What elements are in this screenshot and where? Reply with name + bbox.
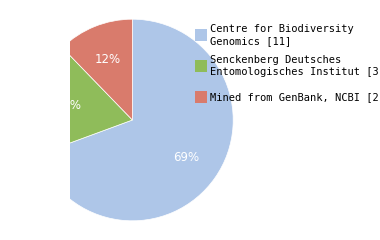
Text: Centre for Biodiversity
Genomics [11]: Centre for Biodiversity Genomics [11] (211, 24, 354, 46)
Text: Mined from GenBank, NCBI [2]: Mined from GenBank, NCBI [2] (211, 92, 380, 102)
FancyBboxPatch shape (195, 29, 207, 41)
FancyBboxPatch shape (195, 91, 207, 103)
Text: 18%: 18% (55, 99, 82, 112)
Text: 12%: 12% (95, 53, 121, 66)
Wedge shape (38, 19, 233, 221)
Text: 69%: 69% (173, 151, 199, 164)
Text: Senckenberg Deutsches
Entomologisches Institut [3]: Senckenberg Deutsches Entomologisches In… (211, 55, 380, 77)
FancyBboxPatch shape (195, 60, 207, 72)
Wedge shape (62, 19, 132, 120)
Wedge shape (32, 48, 132, 155)
